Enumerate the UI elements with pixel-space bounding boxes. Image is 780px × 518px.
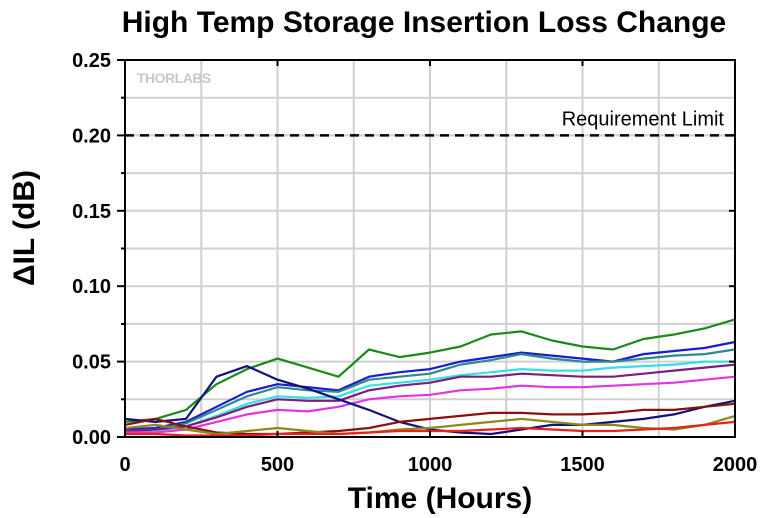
requirement-limit-label: Requirement Limit [562,108,725,130]
series-line-9 [124,414,736,436]
y-tick-label: 0.00 [72,427,111,449]
series-line-2 [124,340,736,431]
series-line-3 [124,348,736,433]
series-line-5 [124,363,736,433]
y-tick-label: 0.25 [72,50,111,72]
chart-title: High Temp Storage Insertion Loss Change [122,6,727,39]
y-axis-label: ΔIL (dB) [8,170,41,286]
x-tick-label: 1500 [560,454,605,476]
x-axis-label: Time (Hours) [348,482,532,515]
series-line-1 [124,318,736,423]
plot-area: THORLABS Requirement Limit 0 500 1000 1500 200… [72,50,757,476]
y-tick-label: 0.10 [72,276,111,298]
y-tick-label: 0.15 [72,201,111,223]
series-line-6 [125,375,736,434]
series-line-4 [125,360,735,433]
x-tick-label: 2000 [713,454,758,476]
x-tick-label: 1000 [408,454,453,476]
thorlabs-logo: THORLABS [137,70,211,86]
y-tick-label: 0.05 [72,352,111,374]
x-tick-label: 0 [119,454,130,476]
series-line-7 [124,365,736,436]
y-tick-label: 0.20 [72,125,111,147]
x-tick-label: 500 [261,454,294,476]
